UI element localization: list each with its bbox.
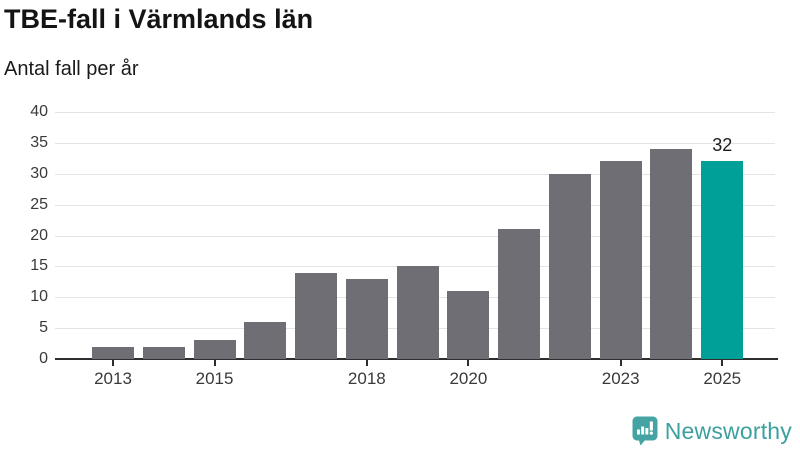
bar-2020 <box>447 291 490 359</box>
y-axis-label-15: 15 <box>30 257 48 275</box>
y-axis-label-30: 30 <box>30 164 48 182</box>
x-axis-label-2015: 2015 <box>195 369 234 388</box>
gridline-20 <box>55 235 775 237</box>
gridline-40 <box>55 112 775 113</box>
bar-2016 <box>244 321 287 359</box>
y-axis-label-25: 25 <box>30 195 48 213</box>
x-axis-label-2020: 2020 <box>449 369 488 388</box>
y-axis-label-5: 5 <box>39 319 48 337</box>
highlight-value-label: 32 <box>712 135 733 156</box>
bar-2021 <box>498 229 541 359</box>
x-axis-label-2023: 2023 <box>601 369 640 388</box>
x-axis-label-2018: 2018 <box>347 369 386 388</box>
bar-2024 <box>650 149 693 359</box>
bar-2022 <box>548 173 591 359</box>
y-axis-label-20: 20 <box>30 226 48 244</box>
bar-2018 <box>345 278 388 359</box>
gridline-25 <box>55 204 775 206</box>
x-tick-2013 <box>112 360 114 366</box>
gridline-35 <box>55 142 775 144</box>
chart-title: TBE-fall i Värmlands län <box>4 4 314 34</box>
x-tick-2020 <box>467 360 470 366</box>
x-axis-line <box>55 358 778 360</box>
bar-2017 <box>295 272 338 359</box>
y-axis-label-35: 35 <box>30 133 48 151</box>
newsworthy-logo: Newsworthy <box>632 414 792 448</box>
x-axis-label-2025: 2025 <box>703 369 742 388</box>
x-tick-2018 <box>365 360 368 366</box>
y-axis-label-10: 10 <box>30 288 48 306</box>
x-tick-2023 <box>619 360 622 366</box>
y-axis-label-40: 40 <box>30 103 48 120</box>
bar-2025 <box>701 161 744 359</box>
bar-2014 <box>142 346 185 359</box>
newsworthy-logo-text: Newsworthy <box>664 417 792 444</box>
x-tick-2015 <box>213 360 216 366</box>
bar-2023 <box>599 161 642 359</box>
chart-subtitle: Antal fall per år <box>4 58 139 80</box>
x-axis-label-2013: 2013 <box>94 369 132 388</box>
bar-2015 <box>193 340 236 359</box>
y-axis-label-0: 0 <box>39 350 48 367</box>
gridline-30 <box>55 173 775 175</box>
bar-2019 <box>396 266 439 359</box>
bar-2013 <box>92 346 134 359</box>
newsworthy-speech-bubble-chart-icon <box>632 416 658 446</box>
x-tick-2025 <box>721 360 724 366</box>
